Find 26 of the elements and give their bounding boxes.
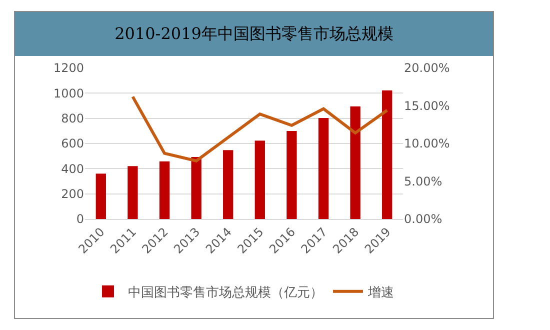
- bar: [318, 118, 329, 219]
- y2-tick-label: 0.00%: [404, 212, 442, 226]
- y2-tick-label: 20.00%: [404, 61, 450, 76]
- y-tick-label: 200: [61, 187, 84, 202]
- chart-title: 2010-2019年中国图书零售市场总规模: [15, 12, 493, 56]
- bar: [96, 174, 106, 219]
- y-tick-label: 1200: [53, 61, 84, 76]
- line-series: [131, 95, 389, 162]
- bar: [350, 106, 360, 219]
- y-tick-label: 400: [61, 162, 84, 176]
- legend-label: 中国图书零售市场总规模（亿元）: [128, 285, 323, 300]
- bar: [159, 161, 170, 219]
- bar: [382, 90, 392, 219]
- y-tick-label: 1000: [53, 86, 84, 100]
- legend-label: 增速: [367, 285, 394, 300]
- y2-tick-label: 5.00%: [404, 174, 442, 188]
- bar: [286, 131, 297, 219]
- bar: [254, 140, 265, 219]
- bar: [128, 166, 138, 219]
- y2-tick-label: 10.00%: [404, 136, 450, 151]
- y-tick-label: 600: [61, 136, 84, 151]
- y2-tick-label: 15.00%: [404, 98, 450, 113]
- y-tick-label: 0: [76, 212, 84, 226]
- y-tick-label: 800: [61, 112, 84, 126]
- bar: [191, 156, 202, 219]
- bar: [223, 150, 234, 219]
